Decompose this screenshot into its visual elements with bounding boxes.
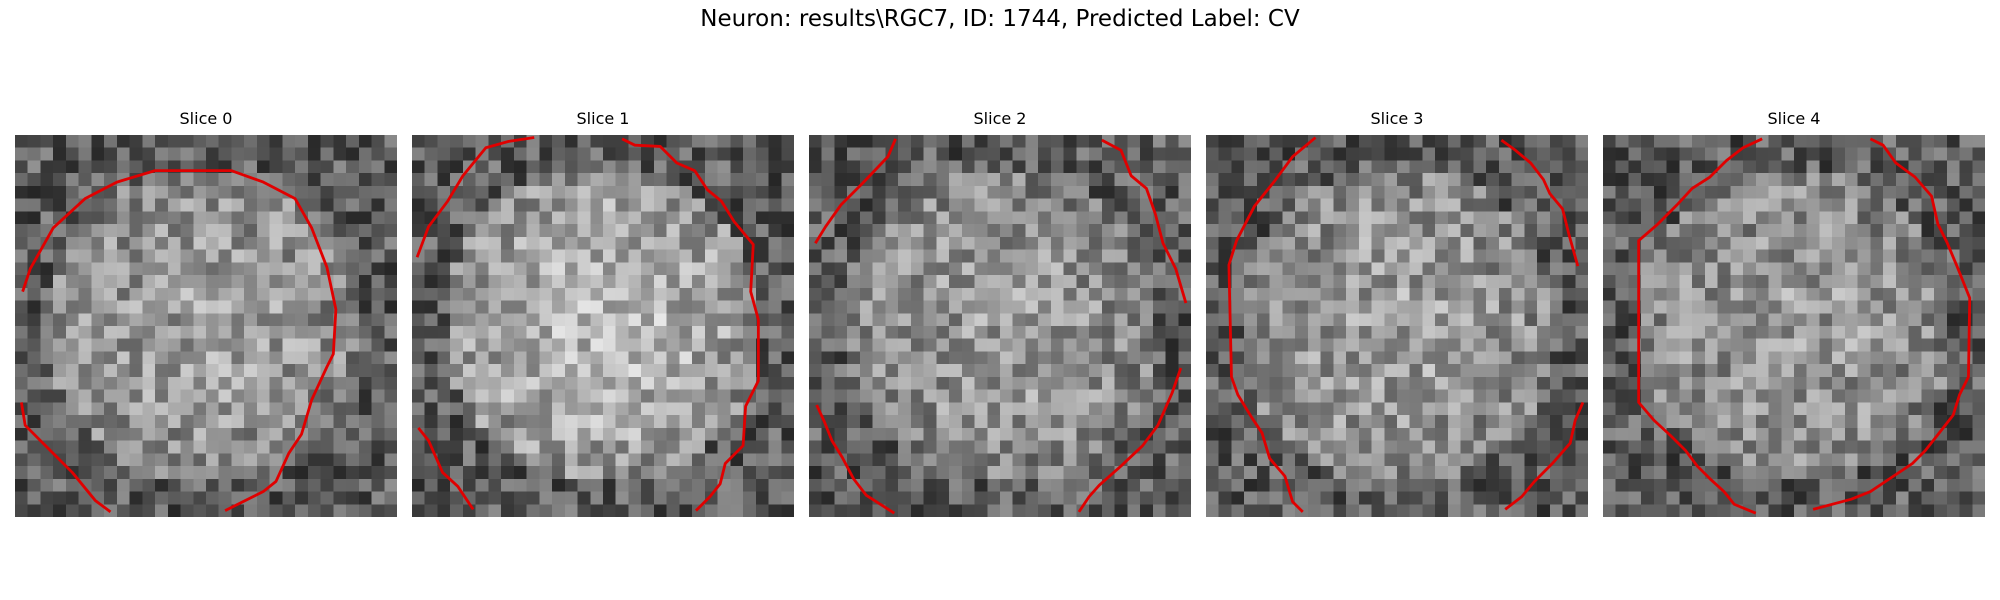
contour-line — [1812, 137, 1972, 511]
contour-line — [814, 138, 897, 244]
contour-line — [19, 402, 112, 514]
figure-title: Neuron: results\RGC7, ID: 1744, Predicte… — [700, 6, 1300, 32]
slice-image — [809, 135, 1191, 517]
slice-title: Slice 2 — [973, 109, 1027, 128]
slice-title: Slice 3 — [1370, 109, 1424, 128]
pixel-grid — [809, 135, 1191, 517]
slice-image — [1603, 135, 1985, 517]
slice-title: Slice 1 — [576, 109, 630, 128]
contour-line — [1504, 401, 1585, 511]
contour-line — [1227, 136, 1317, 513]
slice-title: Slice 0 — [179, 109, 233, 128]
pixel-grid — [412, 135, 794, 517]
pixel-grid — [15, 135, 397, 517]
contour-line — [21, 169, 338, 512]
contour-line — [815, 404, 896, 515]
pixel-grid — [1206, 135, 1588, 517]
contour-line — [621, 137, 760, 512]
slice-image — [1206, 135, 1588, 517]
contour-line — [1637, 137, 1763, 515]
contour-line — [1500, 138, 1580, 267]
contour-line — [1101, 138, 1188, 304]
contour-line — [1077, 367, 1183, 513]
slice-image — [15, 135, 397, 517]
contour-line — [415, 136, 535, 258]
slice-title: Slice 4 — [1767, 109, 1821, 128]
contour-line — [417, 426, 475, 511]
slice-image — [412, 135, 794, 517]
